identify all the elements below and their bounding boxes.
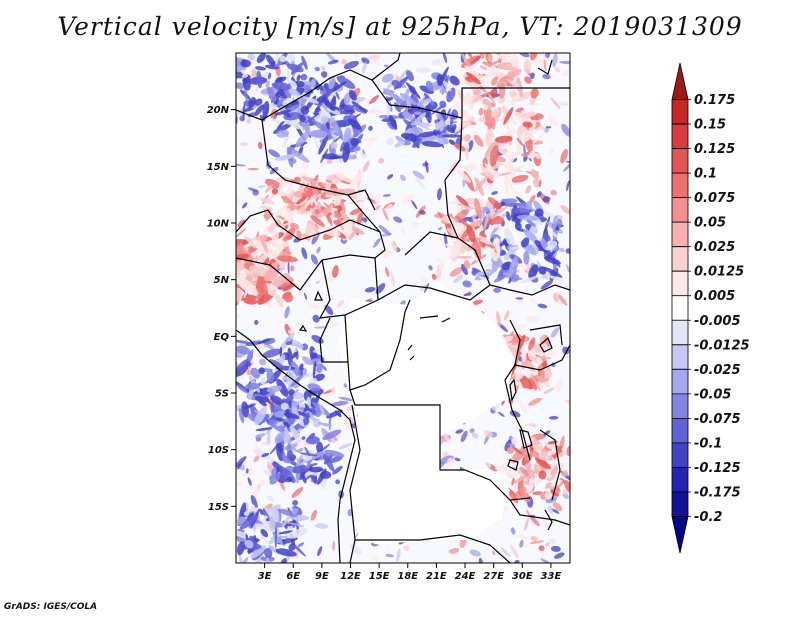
lakes bbox=[298, 290, 553, 531]
colorbar-segment bbox=[671, 123, 689, 149]
colorbar-segment bbox=[671, 319, 689, 346]
lon-tick-label: 30E bbox=[512, 571, 533, 582]
colorbar-label: 0.15 bbox=[694, 118, 726, 133]
colorbar-segment bbox=[671, 270, 689, 297]
lat-tick-label: 10S bbox=[208, 445, 229, 456]
latitude-axis: 20N 15N 10N 5N EQ 5S 10S 15S bbox=[207, 105, 236, 513]
lon-tick-label: 21E bbox=[426, 571, 447, 582]
colorbar-segment bbox=[671, 221, 689, 248]
colorbar-label: -0.2 bbox=[694, 510, 722, 525]
lon-tick-label: 33E bbox=[541, 571, 562, 582]
colorbar-label: 0.125 bbox=[694, 142, 735, 157]
colorbar: 0.175 0.15 0.125 0.1 0.075 0.05 0.025 0.0125 0.0… bbox=[671, 62, 750, 554]
colorbar-label: 0.005 bbox=[694, 289, 735, 304]
lon-tick-label: 9E bbox=[315, 571, 329, 582]
lon-tick-label: 6E bbox=[286, 571, 300, 582]
nodata-region-south bbox=[350, 405, 510, 545]
coastline bbox=[236, 329, 356, 563]
lat-tick-label: EQ bbox=[214, 332, 230, 343]
longitude-axis: 3E 6E 9E 12E 15E 18E 21E 24E 27E 30E 33E bbox=[258, 563, 562, 582]
colorbar-label: -0.1 bbox=[694, 436, 722, 451]
colorbar-segment bbox=[671, 368, 689, 395]
colorbar-segment bbox=[671, 344, 689, 370]
colorbar-segment bbox=[671, 417, 689, 444]
nodata-region-central bbox=[340, 285, 515, 440]
colorbar-segment bbox=[671, 62, 689, 100]
colorbar-segment bbox=[671, 246, 689, 272]
colorbar-label: -0.0125 bbox=[694, 338, 750, 353]
lat-tick-label: 15S bbox=[208, 502, 229, 513]
lon-tick-label: 24E bbox=[455, 571, 476, 582]
map-title: Vertical velocity [m/s] at 925hPa, VT: 2… bbox=[57, 12, 743, 41]
colorbar-segment bbox=[671, 393, 689, 419]
colorbar-label: -0.125 bbox=[694, 461, 741, 476]
colorbar-label: -0.05 bbox=[694, 387, 731, 402]
colorbar-label: 0.175 bbox=[694, 93, 735, 108]
colorbar-label: 0.025 bbox=[694, 240, 735, 255]
colorbar-label: -0.005 bbox=[694, 314, 741, 329]
colorbar-label: -0.025 bbox=[694, 363, 741, 378]
colorbar-segment bbox=[671, 172, 689, 199]
grads-credit: GrADS: IGES/COLA bbox=[4, 602, 98, 612]
lat-tick-label: 15N bbox=[207, 162, 230, 173]
colorbar-label: 0.1 bbox=[694, 167, 717, 182]
colorbar-label: 0.0125 bbox=[694, 265, 744, 280]
lat-tick-label: 20N bbox=[207, 105, 230, 116]
colorbar-segment bbox=[671, 148, 689, 174]
colorbar-segment bbox=[671, 99, 689, 125]
colorbar-segment bbox=[671, 467, 689, 493]
lon-tick-label: 15E bbox=[369, 571, 390, 582]
colorbar-label: 0.05 bbox=[694, 216, 726, 231]
colorbar-segment bbox=[671, 442, 689, 468]
lat-tick-label: 5S bbox=[215, 389, 229, 400]
lon-tick-label: 3E bbox=[258, 571, 272, 582]
lon-tick-label: 18E bbox=[397, 571, 418, 582]
colorbar-label: -0.175 bbox=[694, 485, 741, 500]
lat-tick-label: 10N bbox=[207, 219, 230, 230]
lon-tick-label: 12E bbox=[340, 571, 361, 582]
colorbar-label: -0.075 bbox=[694, 412, 741, 427]
lat-tick-label: 5N bbox=[214, 275, 230, 286]
colorbar-segment bbox=[671, 491, 689, 517]
colorbar-label: 0.075 bbox=[694, 191, 735, 206]
colorbar-segment bbox=[671, 295, 689, 321]
map-frame bbox=[235, 52, 571, 564]
country-borders bbox=[236, 53, 570, 563]
colorbar-segment bbox=[671, 197, 689, 223]
velocity-field bbox=[236, 53, 570, 563]
lon-tick-label: 27E bbox=[483, 571, 504, 582]
colorbar-segment bbox=[671, 516, 689, 554]
